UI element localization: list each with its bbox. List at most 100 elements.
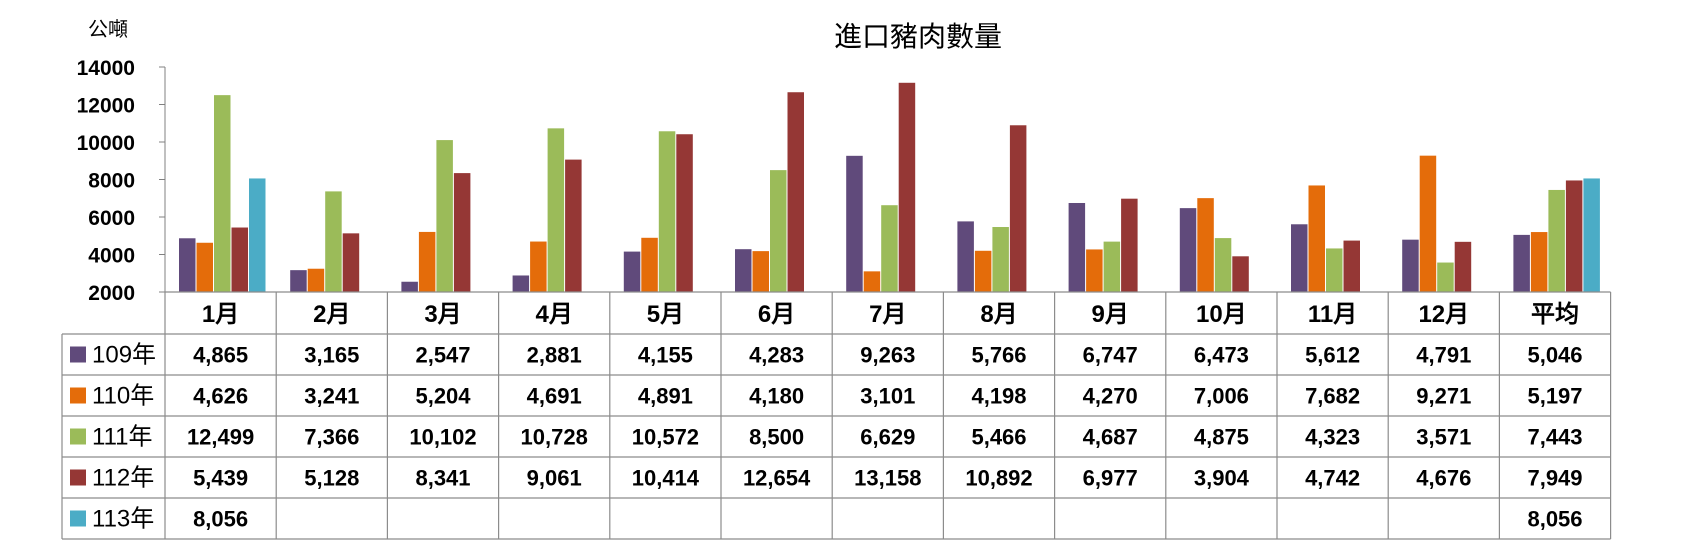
- category-label: 3月: [424, 301, 461, 328]
- bar: [530, 241, 547, 292]
- bar: [1530, 232, 1548, 292]
- bar: [1583, 178, 1600, 292]
- legend-swatch: [70, 387, 86, 404]
- table-cell-value: 5,204: [415, 384, 471, 409]
- bar: [1343, 240, 1360, 292]
- bar: [325, 191, 342, 292]
- table-cell-value: 6,473: [1194, 343, 1249, 368]
- table-cell-value: 5,128: [304, 466, 359, 491]
- table-cell-value: 9,263: [860, 343, 915, 368]
- bar: [512, 275, 530, 292]
- table-cell-value: 4,891: [638, 384, 693, 409]
- bar: [898, 82, 916, 292]
- bar: [249, 178, 266, 292]
- table-cell-value: 4,626: [193, 384, 248, 409]
- table-cell-value: 4,676: [1416, 466, 1471, 491]
- bar: [401, 281, 418, 292]
- series-label: 110年: [92, 383, 154, 410]
- bar: [735, 249, 752, 292]
- y-axis-unit-label: 公噸: [88, 17, 128, 41]
- legend-swatch: [70, 469, 86, 486]
- bar: [1086, 249, 1103, 292]
- bar: [1103, 241, 1121, 292]
- legend-swatch: [70, 510, 86, 527]
- y-tick-label: 12000: [77, 95, 135, 118]
- table-cell-value: 6,977: [1083, 466, 1138, 491]
- table-cell-value: 4,180: [749, 384, 804, 409]
- y-tick-label: 4000: [88, 245, 135, 268]
- y-tick-label: 8000: [88, 170, 135, 193]
- bar: [1179, 208, 1197, 292]
- table-cell-value: 10,572: [632, 425, 699, 450]
- table-cell-value: 7,366: [304, 425, 359, 450]
- category-label: 12月: [1418, 301, 1469, 328]
- legend-swatch: [70, 428, 86, 445]
- bar: [1197, 198, 1214, 292]
- table-cell-value: 4,323: [1305, 425, 1360, 450]
- table-cell-value: 2,547: [415, 343, 470, 368]
- category-label: 10月: [1196, 301, 1247, 328]
- bar: [623, 251, 641, 292]
- series-label: 109年: [92, 342, 156, 369]
- bar: [453, 173, 471, 292]
- category-label: 7月: [869, 301, 906, 328]
- table-cell-value: 5,612: [1305, 343, 1360, 368]
- table-cell-value: 6,629: [860, 425, 915, 450]
- bar: [1513, 234, 1530, 292]
- bar: [1232, 256, 1249, 292]
- bar-series-group: [179, 82, 1600, 293]
- category-label: 8月: [980, 301, 1017, 328]
- table-cell-value: 9,061: [527, 466, 582, 491]
- table-cell-value: 8,056: [1527, 507, 1582, 532]
- table-cell-value: 7,006: [1194, 384, 1249, 409]
- category-label: 4月: [536, 301, 573, 328]
- bar: [1308, 185, 1325, 292]
- bar: [436, 140, 453, 292]
- table-cell-value: 8,500: [749, 425, 804, 450]
- table-cell-value: 12,499: [187, 425, 254, 450]
- bar: [752, 251, 769, 292]
- bar: [957, 221, 974, 292]
- series-label: 111年: [92, 424, 152, 451]
- table-cell-value: 4,155: [638, 343, 693, 368]
- table-cell-value: 4,791: [1416, 343, 1471, 368]
- bar: [196, 242, 213, 292]
- table-cell-value: 5,466: [971, 425, 1026, 450]
- y-tick-label: 2000: [88, 282, 135, 305]
- table-cell-value: 4,283: [749, 343, 804, 368]
- bar: [342, 233, 360, 292]
- table-cell-value: 10,102: [409, 425, 476, 450]
- table-cell-value: 7,949: [1527, 466, 1582, 491]
- bar: [676, 134, 693, 292]
- bar: [1009, 125, 1027, 293]
- table-cell-value: 4,691: [527, 384, 582, 409]
- bar: [565, 159, 582, 292]
- table-cell-value: 4,742: [1305, 466, 1360, 491]
- table-cell-value: 3,165: [304, 343, 359, 368]
- table-cell-value: 13,158: [854, 466, 921, 491]
- table-cell-value: 2,881: [527, 343, 582, 368]
- data-table: 1月 2月 3月 4月 5月 6月 7月 8月 9月 10月 11月 12月 平均 109年 4,865 3,…: [61, 291, 1612, 540]
- bar: [1121, 198, 1138, 292]
- bar: [307, 268, 325, 292]
- table-cell-value: 7,682: [1305, 384, 1360, 409]
- bar: [1068, 202, 1086, 292]
- category-label: 2月: [313, 301, 350, 328]
- table-cell-value: 7,443: [1527, 425, 1582, 450]
- bar: [846, 155, 863, 292]
- bar: [863, 271, 881, 292]
- bar: [1548, 189, 1565, 292]
- bar: [1214, 238, 1232, 292]
- series-label: 113年: [92, 506, 154, 533]
- bar: [974, 250, 992, 292]
- table-cell-value: 5,766: [971, 343, 1026, 368]
- bar: [1454, 241, 1472, 292]
- table-cell-value: 4,687: [1083, 425, 1138, 450]
- table-cell-value: 3,241: [304, 384, 359, 409]
- table-cell-value: 4,875: [1194, 425, 1249, 450]
- bar: [658, 131, 676, 292]
- series-label: 112年: [92, 465, 154, 492]
- bar: [1291, 224, 1308, 292]
- legend-swatch: [70, 346, 86, 363]
- table-cell-value: 4,198: [971, 384, 1026, 409]
